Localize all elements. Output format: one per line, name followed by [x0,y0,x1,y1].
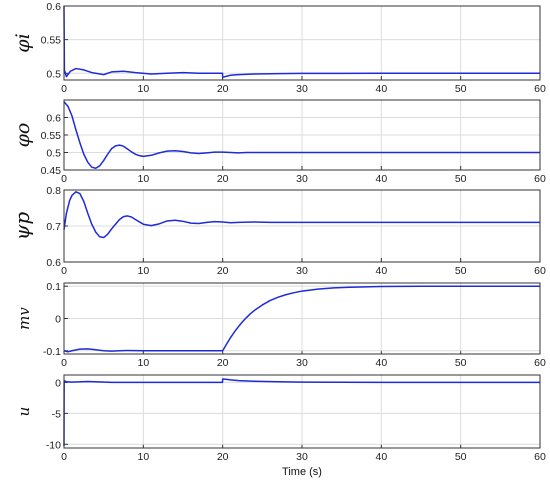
x-tick-label: 10 [137,451,149,463]
y-tick-label: 0.6 [46,1,61,13]
y-tick-label: -0.1 [43,346,61,358]
x-tick-label: 10 [137,265,149,277]
series-line [63,5,540,79]
y-tick-label: 0.7 [46,221,61,233]
y-tick-label: 0 [55,314,61,326]
x-tick-label: 40 [375,451,387,463]
x-tick-label: 20 [217,357,229,369]
x-tick-label: 30 [296,265,308,277]
x-tick-label: 30 [296,357,308,369]
x-tick-label: 0 [61,83,67,95]
subplot-1: 0 10 20 30 40 50 60 0.5 0.55 0.6 φi [12,1,546,95]
x-tick-label: 50 [455,357,467,369]
x-tick-label: 40 [375,83,387,95]
subplot-3: 0 10 20 30 40 50 60 0.6 0.7 0.8 ψp [10,185,546,277]
x-tick-label: 10 [137,357,149,369]
x-tick-label: 10 [137,83,149,95]
x-tick-label: 0 [61,451,67,463]
axes-frame [63,374,541,449]
x-tick-label: 60 [534,451,546,463]
y-tick-label: 0.8 [46,185,61,197]
x-tick-label: 40 [375,357,387,369]
y-tick-label: -5 [52,408,61,420]
x-tick-label: 40 [375,173,387,185]
x-tick-label: 50 [455,173,467,185]
x-tick-label: 60 [534,265,546,277]
x-tick-label: 30 [296,173,308,185]
x-tick-label: 60 [534,83,546,95]
axes-frame [63,282,541,355]
x-tick-label: 20 [217,451,229,463]
x-tick-label: 30 [296,451,308,463]
x-tick-label: 0 [61,265,67,277]
subplot-2: 0 10 20 30 40 50 60 0.45 0.5 0.55 0.6 φo [12,99,546,185]
x-tick-label: 60 [534,357,546,369]
series-line [63,191,540,239]
x-tick-label: 50 [455,451,467,463]
x-tick-label: 50 [455,265,467,277]
subplot-5: 0 10 20 30 40 50 60 -10 -5 0 u Time (s) [15,374,546,478]
series-line [63,101,540,169]
x-tick-label: 10 [137,173,149,185]
y-tick-label: 0.55 [41,130,62,142]
y-tick-label: 0 [55,377,61,389]
y-tick-label: 0.6 [46,257,61,269]
y-axis-label: φo [12,123,34,148]
x-tick-label: 60 [534,173,546,185]
y-tick-label: 0.5 [46,148,61,160]
y-axis-label: mv [15,307,33,330]
x-tick-label: 30 [296,83,308,95]
y-axis-label: ψp [10,212,34,241]
x-tick-label: 40 [375,265,387,277]
x-axis-label: Time (s) [282,466,322,478]
axes-frame [63,189,541,263]
x-tick-label: 20 [217,173,229,185]
subplot-4: 0 10 20 30 40 50 60-0.100.1mv [15,281,546,369]
x-tick-label: 20 [217,265,229,277]
series-line [63,285,540,353]
x-tick-label: 0 [61,357,67,369]
y-tick-label: 0.5 [46,68,61,80]
y-tick-label: 0.6 [46,113,61,125]
y-tick-label: 0.45 [41,165,62,177]
y-axis-label: φi [12,33,34,52]
axes-frame [63,99,541,171]
y-tick-label: 0.1 [46,281,61,293]
series-line [63,378,540,447]
x-tick-label: 50 [455,83,467,95]
y-tick-label: -10 [46,439,61,451]
axes-frame [63,5,541,81]
y-axis-label: u [15,407,33,417]
x-tick-label: 20 [217,83,229,95]
x-tick-label: 0 [61,173,67,185]
y-tick-label: 0.55 [41,35,62,47]
